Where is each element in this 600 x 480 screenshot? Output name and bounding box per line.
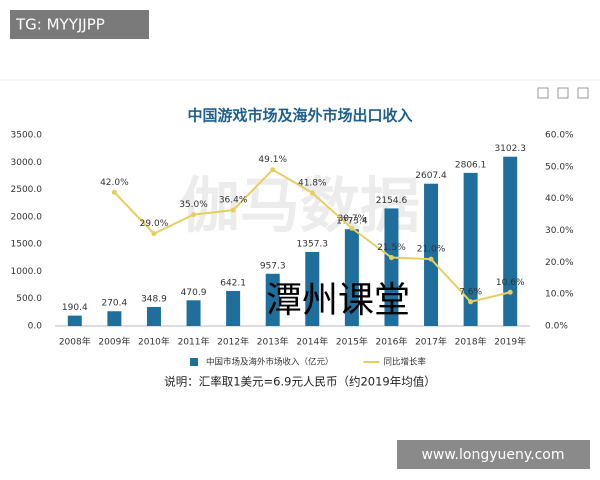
bar [265, 273, 280, 326]
bar-label: 3102.3 [494, 144, 526, 154]
x-tick-label: 2013年 [257, 336, 289, 348]
line-label: 29.0% [140, 219, 169, 229]
line-label: 49.1% [258, 155, 287, 165]
line-point [111, 189, 117, 195]
y2-tick-label: 0.0% [545, 322, 568, 332]
x-tick-label: 2018年 [455, 336, 487, 348]
line-point [230, 207, 236, 213]
bar-label: 2607.4 [415, 171, 447, 181]
y-tick-label: 2500.0 [11, 185, 43, 195]
line-label: 35.0% [179, 200, 208, 210]
y2-tick-label: 60.0% [545, 131, 574, 141]
line-label: 10.6% [496, 278, 525, 288]
bar [503, 156, 518, 326]
line-label: 30.7% [338, 214, 367, 224]
y2-tick-label: 10.0% [545, 290, 574, 300]
bar [424, 183, 439, 326]
y2-tick-label: 20.0% [545, 258, 574, 268]
bar [67, 315, 82, 326]
note: 说明：汇率取1美元=6.9元人民币（约2019年均值） [164, 375, 436, 389]
line-point [151, 231, 157, 237]
line-label: 41.8% [298, 178, 327, 188]
bar [226, 290, 241, 326]
y-tick-label: 500.0 [16, 294, 42, 304]
bar-label: 1357.3 [297, 239, 329, 249]
overlay-text: 潭州课堂 [266, 280, 410, 321]
bar [463, 172, 478, 326]
site-box [397, 440, 590, 469]
line-label: 7.6% [459, 287, 482, 297]
legend-label: 同比增长率 [384, 357, 427, 368]
line-point [388, 255, 394, 261]
line-point [428, 256, 434, 262]
y-tick-label: 2000.0 [11, 212, 43, 222]
line-point [270, 167, 276, 173]
line-label: 42.0% [100, 178, 129, 188]
site-text: www.longyueny.com [421, 447, 564, 463]
y-tick-label: 3500.0 [11, 131, 43, 141]
bar-label: 190.4 [62, 303, 88, 313]
x-tick-label: 2008年 [59, 336, 91, 348]
x-tick-label: 2009年 [98, 336, 130, 348]
bar [107, 311, 122, 326]
bar-label: 642.1 [220, 278, 246, 288]
x-tick-label: 2016年 [376, 336, 408, 348]
bar-label: 270.4 [101, 299, 127, 309]
legend-swatch [190, 358, 198, 366]
y-tick-label: 1500.0 [11, 240, 43, 250]
x-tick-label: 2011年 [178, 336, 210, 348]
x-tick-label: 2019年 [494, 336, 526, 348]
toolbar-icons [537, 87, 589, 99]
x-tick-label: 2010年 [138, 336, 170, 348]
x-tick-label: 2012年 [217, 336, 249, 348]
watermark: 伽马数据 [180, 172, 420, 242]
line-point [191, 212, 197, 218]
bar-label: 348.9 [141, 294, 167, 304]
chart-title: 中国游戏市场及海外市场出口收入 [187, 107, 412, 125]
y2-tick-label: 50.0% [545, 162, 574, 172]
bar-label: 957.3 [260, 261, 286, 271]
line-point [349, 225, 355, 231]
line-label: 21.0% [417, 245, 446, 255]
bar [186, 300, 201, 326]
line-point [468, 299, 474, 305]
bar-label: 2806.1 [455, 160, 487, 170]
x-tick-label: 2014年 [296, 336, 328, 348]
tag-text: TG: MYYJJPP [15, 16, 105, 34]
line-point [309, 190, 315, 196]
bar-label: 2154.6 [376, 196, 408, 206]
y-tick-label: 3000.0 [11, 158, 43, 168]
bar [344, 229, 359, 326]
bar [384, 208, 399, 326]
y2-tick-label: 40.0% [545, 194, 574, 204]
y2-tick-label: 30.0% [545, 226, 574, 236]
bar [305, 251, 320, 326]
y-tick-label: 1000.0 [11, 267, 43, 277]
x-tick-label: 2015年 [336, 336, 368, 348]
y-tick-label: 0.0 [28, 322, 43, 332]
bar-label: 470.9 [181, 288, 207, 298]
tag-box [10, 10, 149, 39]
bar-label: 1773.4 [336, 217, 368, 227]
line-point [507, 289, 513, 295]
x-tick-label: 2017年 [415, 336, 447, 348]
legend-label: 中国市场及海外市场收入（亿元） [206, 357, 334, 368]
bar [146, 306, 161, 326]
line-label: 36.4% [219, 196, 248, 206]
line-label: 21.5% [377, 243, 406, 253]
